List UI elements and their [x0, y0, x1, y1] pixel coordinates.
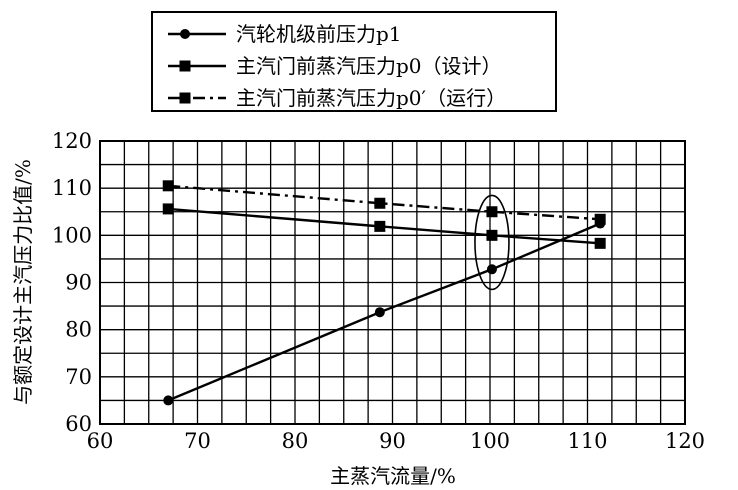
- series-3: [162, 180, 606, 225]
- data-point: [486, 264, 497, 275]
- data-point: [374, 220, 386, 232]
- x-tick-label: 110: [567, 429, 607, 453]
- data-point: [162, 203, 174, 215]
- x-tick-label: 100: [470, 429, 510, 453]
- y-tick-label: 60: [65, 412, 92, 436]
- y-tick-label: 120: [52, 129, 92, 153]
- data-point: [594, 213, 606, 225]
- highlight-ellipse: [474, 194, 510, 291]
- annotations: [474, 194, 510, 291]
- y-tick-label: 70: [65, 365, 92, 389]
- y-tick-label: 80: [65, 318, 92, 342]
- series-line: [168, 207, 601, 245]
- grid: [99, 140, 686, 425]
- tick-labels: 60 70 80 90 100 110 120 60 70 80 90 100 110 120: [52, 129, 705, 453]
- y-tick-label: 90: [65, 271, 92, 295]
- legend-label-2: 主汽门前蒸汽压力p0（设计）: [236, 54, 502, 78]
- x-tick-label: 90: [379, 429, 406, 453]
- data-point: [486, 229, 498, 241]
- legend-label-1: 汽轮机级前压力p1: [236, 22, 402, 46]
- data-point: [486, 206, 498, 218]
- y-axis-label: 与额定设计主汽压力比值/%: [11, 159, 35, 405]
- data-point: [594, 237, 606, 249]
- x-tick-label: 60: [87, 429, 114, 453]
- legend-marker-3: [179, 92, 191, 104]
- data-point: [163, 395, 174, 406]
- legend-marker-2: [179, 60, 191, 72]
- y-tick-label: 100: [52, 223, 92, 247]
- series-2: [162, 203, 606, 249]
- series-line: [167, 222, 601, 402]
- x-tick-label: 70: [184, 429, 211, 453]
- plot-frame: [99, 140, 686, 425]
- series-line: [168, 184, 601, 221]
- x-tick-label: 120: [665, 429, 705, 453]
- data-point: [374, 307, 385, 318]
- x-tick-label: 80: [282, 429, 309, 453]
- legend-marker-1: [180, 29, 190, 39]
- legend: 汽轮机级前压力p1 主汽门前蒸汽压力p0（设计） 主汽门前蒸汽压力p0′（运行）: [151, 11, 557, 112]
- x-axis-label: 主蒸汽流量/%: [330, 464, 456, 488]
- legend-box: [151, 11, 557, 112]
- y-tick-label: 110: [52, 176, 92, 200]
- series: [162, 180, 606, 406]
- data-point: [374, 197, 386, 209]
- data-point: [162, 180, 174, 192]
- legend-label-3: 主汽门前蒸汽压力p0′（运行）: [236, 86, 506, 110]
